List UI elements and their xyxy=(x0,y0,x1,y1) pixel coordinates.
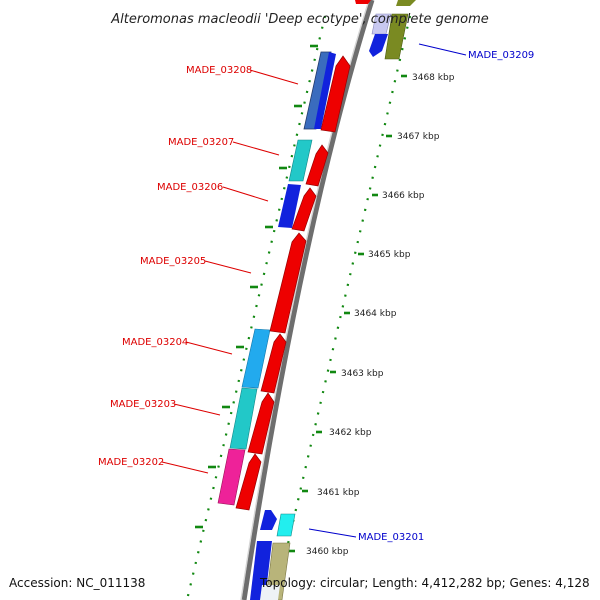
topology-summary: Topology: circular; Length: 4,412,282 bp… xyxy=(259,576,590,590)
gene-arrow-MADE_03203 xyxy=(247,392,275,455)
gene-label: MADE_03202 xyxy=(98,457,164,468)
cog-blocks xyxy=(217,51,336,506)
gene-arrow-MADE_03206 xyxy=(291,187,317,232)
ruler-label: 3466 kbp xyxy=(382,191,425,201)
gene-labels-left: MADE_03208 MADE_03207 MADE_03206 MADE_03… xyxy=(98,65,252,468)
gene-arrow-MADE_03202 xyxy=(235,453,262,511)
gene-label: MADE_03207 xyxy=(168,137,234,148)
gene-label: MADE_03208 xyxy=(186,65,252,76)
ruler-label: 3463 kbp xyxy=(341,369,384,379)
ruler-labels: 3468 kbp 3467 kbp 3466 kbp 3465 kbp 3464… xyxy=(306,73,455,557)
ruler-label: 3462 kbp xyxy=(329,428,372,438)
accession-text: Accession: NC_011138 xyxy=(9,576,145,590)
ruler-label: 3468 kbp xyxy=(412,73,455,83)
gene-label: MADE_03201 xyxy=(358,532,424,543)
gene-arrow-MADE_03205 xyxy=(269,232,307,334)
gene-block-olive xyxy=(384,13,409,60)
ruler-ticks xyxy=(289,74,407,553)
gene-arrow-MADE_03207 xyxy=(305,144,329,187)
genome-backbone xyxy=(241,0,375,600)
reverse-genes xyxy=(250,0,416,600)
gene-labels-right: MADE_03209 MADE_03201 xyxy=(358,50,534,543)
gene-arrow-MADE_03208 xyxy=(320,55,351,133)
cog-block-blue xyxy=(314,52,336,129)
outer-dotted-ring xyxy=(185,15,327,600)
cog-block-cyan xyxy=(288,139,313,182)
gene-label: MADE_03205 xyxy=(140,256,206,267)
gene-arrow-blue xyxy=(369,34,388,57)
gene-arrow-top xyxy=(355,0,371,4)
gene-block-olive-top xyxy=(396,0,416,6)
ruler-label: 3465 kbp xyxy=(368,250,411,260)
gene-label: MADE_03204 xyxy=(122,337,188,348)
cog-block-magenta xyxy=(217,448,246,506)
map-title: Alteromonas macleodii 'Deep ecotype', co… xyxy=(110,12,488,27)
right-leaders xyxy=(308,43,467,538)
gene-label: MADE_03209 xyxy=(468,50,534,61)
gene-label: MADE_03203 xyxy=(110,399,176,410)
cog-block-blue xyxy=(278,184,301,228)
inner-dotted-ring xyxy=(273,15,412,600)
ruler-label: 3461 kbp xyxy=(317,488,360,498)
gene-arrow-MADE_03204 xyxy=(260,333,287,394)
gene-block-aqua xyxy=(276,513,296,537)
forward-genes xyxy=(235,0,371,511)
ruler-label: 3460 kbp xyxy=(306,547,349,557)
cog-block-skyblue xyxy=(241,328,271,389)
left-leaders xyxy=(161,69,299,474)
ruler-label: 3464 kbp xyxy=(354,309,397,319)
gene-arrow-blue xyxy=(260,510,277,530)
gene-label: MADE_03206 xyxy=(157,182,223,193)
outer-ring-ticks xyxy=(195,44,318,529)
gene-block-white xyxy=(260,585,280,600)
ruler-label: 3467 kbp xyxy=(397,132,440,142)
cog-block-cyan xyxy=(229,387,258,450)
